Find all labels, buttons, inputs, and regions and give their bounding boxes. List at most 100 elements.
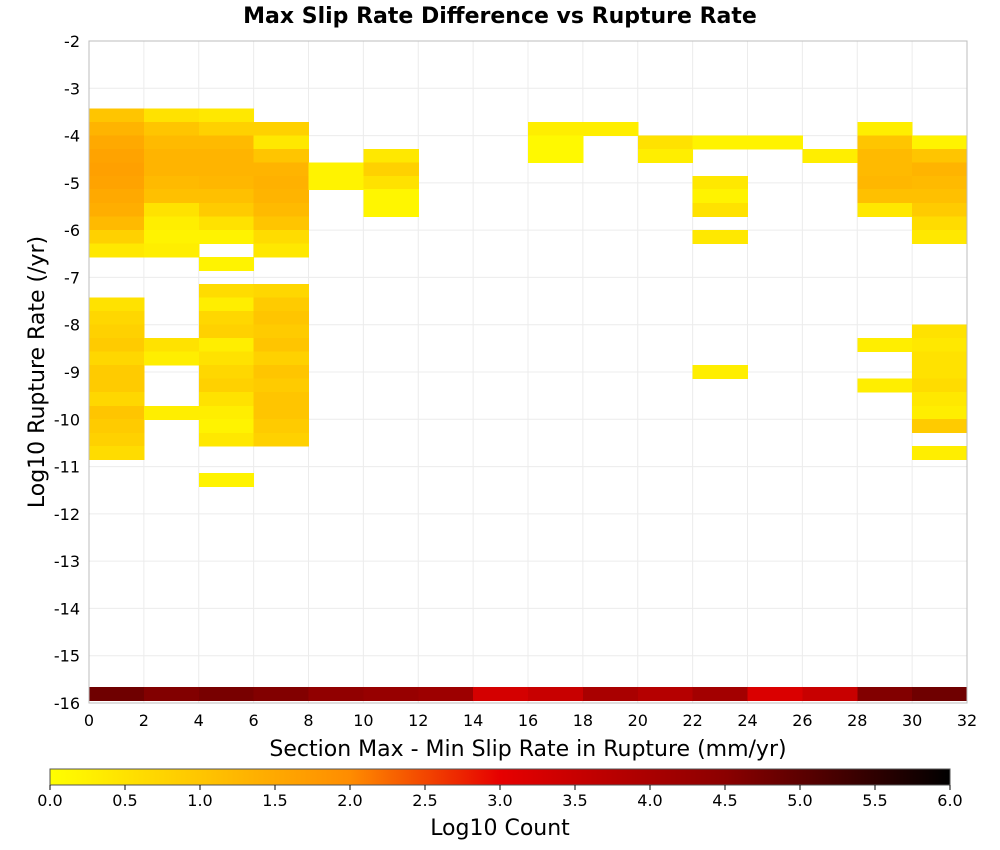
color-scale-tick-label: 4.5 xyxy=(712,791,737,810)
heatmap-cell xyxy=(198,405,255,420)
heatmap-cell xyxy=(253,176,309,190)
heatmap-cell xyxy=(857,176,913,190)
heatmap-cell xyxy=(143,162,200,177)
heatmap-cell xyxy=(912,324,968,339)
heatmap-cell xyxy=(582,687,639,702)
heatmap-cell xyxy=(253,365,309,380)
heatmap-cell xyxy=(143,135,200,150)
heatmap-cell xyxy=(637,149,694,164)
heatmap-cell xyxy=(89,378,145,393)
heatmap-cell xyxy=(198,378,255,393)
heatmap-cell xyxy=(89,446,145,460)
heatmap-cell xyxy=(198,108,255,123)
heatmap-cell xyxy=(912,405,968,420)
x-axis-ticks: 0 2 4 6 8 10 12 14 16 18 20 22 24 26 28 30 32 xyxy=(84,711,977,730)
x-tick-label: 26 xyxy=(792,711,812,730)
heatmap-cell xyxy=(198,229,255,244)
heatmap-cell xyxy=(912,392,968,407)
x-tick-label: 24 xyxy=(737,711,757,730)
heatmap-cell xyxy=(363,149,419,164)
color-scale-tick-label: 3.0 xyxy=(487,791,512,810)
heatmap-cell xyxy=(198,472,255,487)
heatmap-cell xyxy=(253,135,309,150)
heatmap-cell xyxy=(143,122,200,137)
color-scale-tick-label: 5.0 xyxy=(787,791,812,810)
heatmap-cell xyxy=(308,687,364,702)
heatmap-cell xyxy=(89,351,145,366)
plot-area xyxy=(88,40,968,704)
heatmap-cell xyxy=(528,687,584,702)
heatmap-cell xyxy=(912,338,968,353)
heatmap-cell xyxy=(89,216,145,231)
heatmap-cell xyxy=(857,162,913,177)
heatmap-cell xyxy=(857,135,913,150)
heatmap-cell xyxy=(253,338,309,353)
heatmap-cell xyxy=(912,202,968,217)
heatmap-cell xyxy=(198,135,255,150)
heatmap-cell xyxy=(253,189,309,204)
heatmap-cell xyxy=(253,202,309,217)
heatmap-cell xyxy=(857,338,913,353)
color-scale-tick-label: 6.0 xyxy=(937,791,962,810)
heatmap-cell xyxy=(363,202,419,217)
heatmap-cell xyxy=(198,687,255,702)
heatmap-cell xyxy=(857,122,913,137)
y-tick-label: -9 xyxy=(64,363,80,382)
heatmap-cell xyxy=(198,176,255,190)
heatmap-cell xyxy=(253,283,309,298)
heatmap-cell xyxy=(747,135,803,150)
heatmap-cell xyxy=(89,202,145,217)
heatmap-cell xyxy=(89,108,145,123)
y-tick-label: -8 xyxy=(64,316,80,335)
x-tick-label: 32 xyxy=(957,711,977,730)
x-tick-label: 2 xyxy=(139,711,149,730)
heatmap-cell xyxy=(89,392,145,407)
heatmap-cell xyxy=(747,687,803,702)
heatmap-cell xyxy=(253,149,309,164)
y-axis-label: Log10 Rupture Rate (/yr) xyxy=(25,236,50,508)
heatmap-cell xyxy=(692,189,748,204)
color-scale-tick-label: 2.5 xyxy=(412,791,437,810)
heatmap-cell xyxy=(857,189,913,204)
y-tick-label: -13 xyxy=(54,552,80,571)
heatmap-cell xyxy=(253,392,309,407)
heatmap-cell xyxy=(637,687,694,702)
heatmap-cell xyxy=(143,338,200,353)
heatmap-cell xyxy=(253,687,309,702)
heatmap-cell xyxy=(89,162,145,177)
heatmap-cell xyxy=(363,162,419,177)
heatmap-cell xyxy=(253,243,309,258)
heatmap-cell xyxy=(253,229,309,244)
heatmap-cell xyxy=(912,687,968,702)
heatmap-cell xyxy=(912,365,968,380)
heatmap-cell xyxy=(363,176,419,190)
chart-title: Max Slip Rate Difference vs Rupture Rate xyxy=(243,4,757,29)
heatmap-cell xyxy=(692,229,748,244)
heatmap-cell xyxy=(253,419,309,434)
heatmap-cell xyxy=(89,419,145,434)
heatmap-cell xyxy=(89,324,145,339)
heatmap-cell xyxy=(857,202,913,217)
heatmap-cell xyxy=(198,392,255,407)
heatmap-cell xyxy=(143,405,200,420)
heatmap-cell xyxy=(692,365,748,380)
heatmap-cell xyxy=(143,351,200,366)
heatmap-cell xyxy=(308,162,364,177)
heatmap-cell xyxy=(912,229,968,244)
x-tick-label: 6 xyxy=(249,711,259,730)
heatmap-cell xyxy=(198,122,255,137)
heatmap-cell xyxy=(912,351,968,366)
heatmap-cell xyxy=(253,324,309,339)
heatmap-cell xyxy=(143,229,200,244)
heatmap-cell xyxy=(143,176,200,190)
heatmap-cell xyxy=(89,122,145,137)
color-scale-legend: 0.0 0.5 1.0 1.5 2.0 2.5 3.0 3.5 4.0 4.5 5.0 5.5 6.0 … xyxy=(37,768,963,841)
x-tick-label: 14 xyxy=(463,711,483,730)
heatmap-cell xyxy=(692,135,748,150)
heatmap-cell xyxy=(857,687,913,702)
heatmap-cell xyxy=(198,202,255,217)
heatmap-cell xyxy=(363,687,419,702)
heatmap-cell xyxy=(308,176,364,190)
heatmap-cell xyxy=(89,243,145,258)
